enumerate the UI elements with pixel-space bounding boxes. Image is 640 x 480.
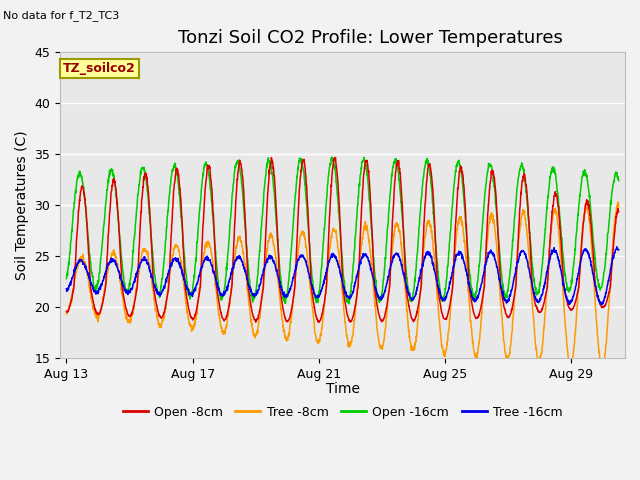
Open -8cm xyxy=(332,155,339,160)
Title: Tonzi Soil CO2 Profile: Lower Temperatures: Tonzi Soil CO2 Profile: Lower Temperatur… xyxy=(179,29,563,48)
Open -16cm xyxy=(615,178,623,183)
Open -16cm xyxy=(63,276,70,281)
Open -8cm xyxy=(91,305,99,311)
Open -16cm xyxy=(600,275,607,281)
Tree -16cm xyxy=(63,286,70,291)
Line: Tree -16cm: Tree -16cm xyxy=(67,247,619,304)
Open -16cm xyxy=(317,280,324,286)
Open -16cm xyxy=(91,287,99,293)
Open -16cm xyxy=(345,301,353,307)
Line: Open -16cm: Open -16cm xyxy=(67,157,619,304)
Open -16cm xyxy=(332,167,339,172)
Text: TZ_soilco2: TZ_soilco2 xyxy=(63,61,136,74)
Open -8cm xyxy=(315,320,323,325)
Tree -16cm xyxy=(599,300,607,306)
Tree -8cm xyxy=(63,311,70,317)
Tree -8cm xyxy=(317,332,324,337)
Y-axis label: Soil Temperatures (C): Soil Temperatures (C) xyxy=(15,130,29,279)
X-axis label: Time: Time xyxy=(326,382,360,396)
Tree -8cm xyxy=(497,306,505,312)
Tree -16cm xyxy=(615,247,623,252)
Open -8cm xyxy=(317,317,324,323)
Tree -8cm xyxy=(331,228,339,234)
Tree -8cm xyxy=(598,365,606,371)
Tree -8cm xyxy=(91,310,99,315)
Open -8cm xyxy=(615,209,623,215)
Open -16cm xyxy=(328,154,336,160)
Tree -8cm xyxy=(615,204,623,210)
Tree -16cm xyxy=(317,291,324,297)
Tree -16cm xyxy=(331,253,339,259)
Line: Open -8cm: Open -8cm xyxy=(67,157,619,323)
Tree -16cm xyxy=(613,244,621,250)
Open -8cm xyxy=(498,291,506,297)
Text: No data for f_T2_TC3: No data for f_T2_TC3 xyxy=(3,11,120,22)
Open -8cm xyxy=(599,304,607,310)
Open -8cm xyxy=(63,309,70,314)
Tree -8cm xyxy=(599,362,607,368)
Tree -8cm xyxy=(614,199,621,205)
Tree -16cm xyxy=(91,288,99,294)
Tree -16cm xyxy=(598,301,605,307)
Tree -8cm xyxy=(599,364,607,370)
Open -8cm xyxy=(600,305,607,311)
Tree -16cm xyxy=(599,299,607,305)
Tree -16cm xyxy=(497,285,505,290)
Line: Tree -8cm: Tree -8cm xyxy=(67,202,619,368)
Legend: Open -8cm, Tree -8cm, Open -16cm, Tree -16cm: Open -8cm, Tree -8cm, Open -16cm, Tree -… xyxy=(118,401,568,424)
Open -16cm xyxy=(498,275,506,281)
Open -8cm xyxy=(331,155,339,160)
Open -16cm xyxy=(599,278,607,284)
